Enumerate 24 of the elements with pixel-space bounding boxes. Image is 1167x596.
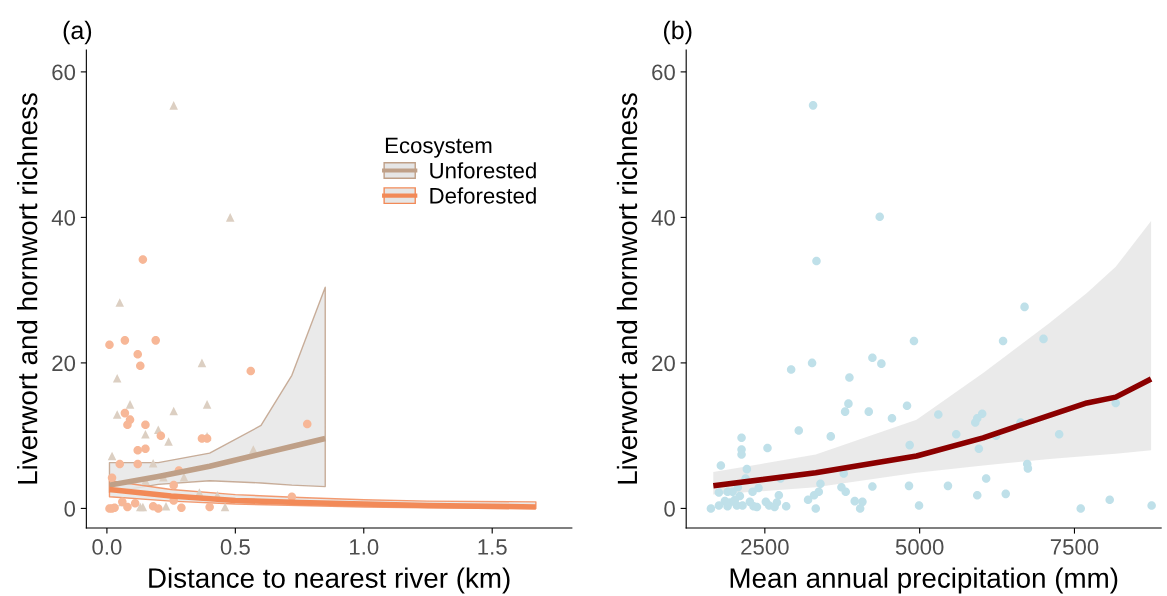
x-tick-label: 0.0 <box>92 539 122 555</box>
y-tick-label: 20 <box>652 355 675 372</box>
x-tick-label: 7500 <box>1050 539 1099 555</box>
y-tick-label: 60 <box>652 64 675 81</box>
y-tick-label: 0 <box>64 500 76 517</box>
y-tick-label: 20 <box>52 355 76 372</box>
x-tick-label: 2500 <box>741 539 789 555</box>
x-axis-title: Distance to nearest river (km) <box>149 567 510 594</box>
x-axis-title: Mean annual precipitation (mm) <box>730 567 1118 594</box>
x-tick-label: 1.0 <box>350 539 379 555</box>
y-axis-title: Liverwort and hornwort richness <box>17 93 38 484</box>
y-tick-label: 40 <box>651 209 675 226</box>
x-tick-label: 5000 <box>895 539 944 555</box>
chart-title: (b) <box>664 20 692 45</box>
y-tick-label: 60 <box>52 64 76 81</box>
y-tick-label: 0 <box>664 500 675 517</box>
y-tick-label: 40 <box>51 209 76 226</box>
legend-label: Deforested <box>430 187 536 204</box>
x-tick-label: 0.5 <box>220 539 250 555</box>
legend-label: Unforested <box>430 162 536 179</box>
legend-title: Ecosystem <box>385 137 492 158</box>
chart-title: (a) <box>63 20 92 45</box>
x-tick-label: 1.5 <box>478 539 507 555</box>
y-axis-title: Liverwort and hornwort richness <box>616 93 638 484</box>
